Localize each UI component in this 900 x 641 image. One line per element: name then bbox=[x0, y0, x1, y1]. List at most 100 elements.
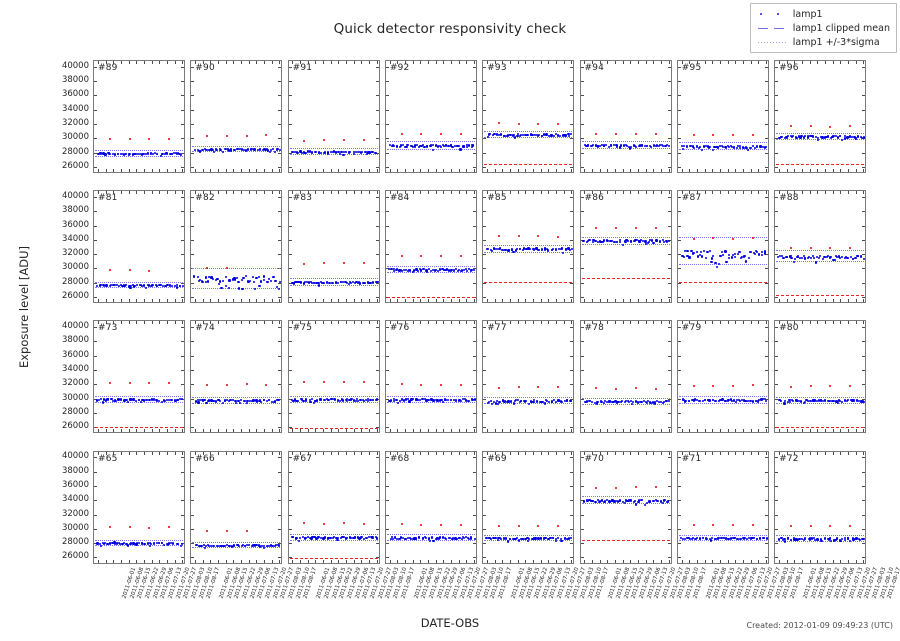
subplot-87[interactable]: #87 bbox=[676, 190, 769, 304]
x-tick bbox=[863, 559, 865, 563]
clipped-mean-line bbox=[95, 426, 183, 428]
data-point-lamp1 bbox=[518, 248, 521, 251]
x-tick bbox=[525, 61, 527, 64]
x-tick bbox=[113, 191, 115, 195]
y-tick bbox=[472, 514, 476, 516]
data-point-lamp1 bbox=[121, 284, 124, 288]
subplot-66[interactable]: #66 bbox=[190, 450, 283, 564]
sigma-band-line bbox=[484, 397, 573, 399]
subplot-78[interactable]: #78 bbox=[579, 320, 672, 434]
data-point-lamp1 bbox=[718, 145, 721, 148]
data-point-lamp1 bbox=[113, 541, 116, 544]
data-point-lamp1 bbox=[695, 250, 699, 254]
data-point-lamp1 bbox=[415, 269, 418, 272]
subplot-67[interactable]: #67 bbox=[287, 450, 380, 564]
data-point-lamp1 bbox=[804, 536, 807, 540]
x-tick bbox=[389, 451, 391, 455]
subplot-81[interactable]: #81 bbox=[93, 190, 185, 304]
data-point-lamp1 bbox=[311, 151, 314, 154]
x-tick bbox=[128, 559, 130, 563]
x-tick bbox=[195, 191, 197, 195]
data-point-lamp1 bbox=[551, 537, 554, 540]
data-point-lamp1 bbox=[625, 239, 628, 242]
subplot-83[interactable]: #83 bbox=[287, 190, 380, 304]
subplot-73[interactable]: #73 bbox=[93, 320, 185, 434]
data-point-lamp1 bbox=[850, 399, 853, 402]
subplot-70[interactable]: #70 bbox=[579, 450, 672, 564]
subplot-89[interactable]: #89 bbox=[93, 60, 185, 173]
subplot-id-label: #73 bbox=[98, 323, 118, 334]
data-point-lamp1 bbox=[604, 143, 607, 147]
data-point-lamp1 bbox=[256, 400, 259, 403]
data-point-lamp1 bbox=[752, 537, 755, 540]
data-point-lamp1 bbox=[235, 277, 239, 280]
x-tick bbox=[292, 191, 294, 195]
y-tick bbox=[677, 66, 681, 68]
data-point-lamp1 bbox=[236, 147, 239, 151]
data-point-lamp1 bbox=[101, 541, 104, 544]
y-tick bbox=[385, 109, 389, 111]
y-tick bbox=[191, 166, 195, 168]
subplot-96[interactable]: #96 bbox=[774, 60, 867, 173]
subplot-82[interactable]: #82 bbox=[190, 190, 283, 304]
subplot-90[interactable]: #90 bbox=[190, 60, 283, 173]
data-point-lamp1 bbox=[538, 400, 542, 403]
subplot-77[interactable]: #77 bbox=[482, 320, 575, 434]
subplot-79[interactable]: #79 bbox=[676, 320, 769, 434]
data-point-lamp1 bbox=[667, 240, 670, 243]
subplot-71[interactable]: #71 bbox=[676, 450, 769, 564]
subplot-92[interactable]: #92 bbox=[384, 60, 477, 173]
y-tick bbox=[385, 412, 389, 414]
plot-area bbox=[483, 321, 574, 433]
subplot-91[interactable]: #91 bbox=[287, 60, 380, 173]
subplot-94[interactable]: #94 bbox=[579, 60, 672, 173]
data-point-lamp1 bbox=[247, 280, 250, 284]
data-point-lamp1 bbox=[423, 145, 426, 149]
subplot-95[interactable]: #95 bbox=[676, 60, 769, 173]
sigma-band-line bbox=[678, 540, 767, 542]
data-point-lamp1 bbox=[567, 134, 571, 138]
subplot-85[interactable]: #85 bbox=[482, 190, 575, 304]
y-tick bbox=[667, 282, 671, 284]
x-tick bbox=[256, 61, 258, 64]
data-point-lamp1 bbox=[557, 536, 560, 539]
data-point-lamp1 bbox=[733, 399, 736, 402]
y-tick bbox=[94, 412, 97, 414]
x-tick bbox=[719, 321, 721, 325]
y-tick bbox=[288, 95, 292, 97]
y-tick bbox=[288, 412, 292, 414]
subplot-76[interactable]: #76 bbox=[384, 320, 477, 434]
data-point-lamp1 bbox=[392, 399, 395, 402]
subplot-68[interactable]: #68 bbox=[384, 450, 477, 564]
subplot-72[interactable]: #72 bbox=[774, 450, 867, 564]
subplot-80[interactable]: #80 bbox=[774, 320, 867, 434]
subplot-75[interactable]: #75 bbox=[287, 320, 380, 434]
y-tick bbox=[472, 166, 476, 168]
x-tick bbox=[435, 451, 437, 455]
y-tick bbox=[385, 152, 389, 154]
data-point-lamp1 bbox=[501, 399, 504, 402]
data-point-lamp1 bbox=[243, 544, 247, 547]
data-point-lamp1 bbox=[591, 240, 594, 243]
subplot-84[interactable]: #84 bbox=[384, 190, 477, 304]
data-point-lamp1 bbox=[559, 247, 563, 251]
data-point-lamp1 bbox=[181, 543, 184, 546]
data-point-lamp1 bbox=[824, 255, 827, 258]
y-tick bbox=[94, 485, 97, 487]
subplot-69[interactable]: #69 bbox=[482, 450, 575, 564]
subplot-93[interactable]: #93 bbox=[482, 60, 575, 173]
data-point-lamp1 bbox=[753, 252, 757, 256]
data-point-lamp1 bbox=[825, 135, 828, 138]
subplot-65[interactable]: #65 bbox=[93, 450, 185, 564]
data-point-lamp1 bbox=[634, 500, 637, 503]
subplot-88[interactable]: #88 bbox=[774, 190, 867, 304]
data-point-lamp1 bbox=[160, 400, 163, 403]
subplot-74[interactable]: #74 bbox=[190, 320, 283, 434]
x-tick bbox=[502, 321, 504, 325]
x-tick bbox=[271, 559, 273, 563]
data-point-lamp1 bbox=[645, 145, 649, 148]
subplot-86[interactable]: #86 bbox=[579, 190, 672, 304]
data-point-lamp1 bbox=[655, 399, 658, 403]
y-tick bbox=[483, 384, 487, 386]
sigma-band-line bbox=[484, 130, 573, 132]
